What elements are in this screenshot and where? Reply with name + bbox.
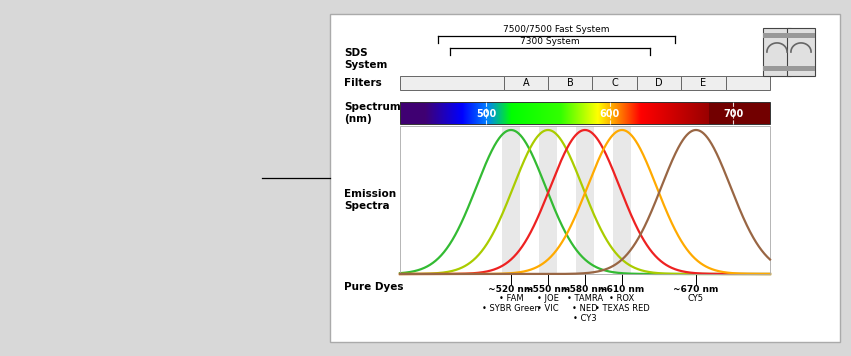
Bar	[763, 33, 791, 38]
Text: ~670 nm: ~670 nm	[673, 285, 719, 294]
Text: A: A	[523, 78, 529, 88]
Bar	[539, 126, 557, 274]
Text: • JOE: • JOE	[537, 294, 559, 303]
Text: 600: 600	[600, 109, 620, 119]
Bar	[681, 76, 726, 90]
Bar	[400, 126, 770, 274]
Bar	[400, 102, 770, 124]
Bar	[502, 126, 520, 274]
Text: SDS
System: SDS System	[344, 48, 387, 70]
Bar	[763, 28, 791, 76]
Text: 7300 System: 7300 System	[520, 37, 580, 46]
Text: Filters: Filters	[344, 78, 382, 88]
Bar	[637, 76, 681, 90]
Bar	[330, 14, 840, 342]
Text: • SYBR Green: • SYBR Green	[482, 304, 540, 313]
Text: ~550 nm: ~550 nm	[525, 285, 571, 294]
Text: C: C	[611, 78, 618, 88]
Bar	[504, 76, 548, 90]
Bar	[787, 33, 815, 38]
Text: E: E	[700, 78, 706, 88]
Text: D: D	[655, 78, 663, 88]
Bar	[576, 126, 594, 274]
Text: • VIC: • VIC	[537, 304, 559, 313]
Text: 500: 500	[477, 109, 496, 119]
Bar	[787, 28, 815, 76]
Bar	[613, 126, 631, 274]
Text: 700: 700	[722, 109, 743, 119]
Text: • NED: • NED	[572, 304, 597, 313]
Bar	[726, 76, 770, 90]
Text: ~520 nm: ~520 nm	[488, 285, 534, 294]
Bar	[548, 76, 592, 90]
Text: ~610 nm: ~610 nm	[599, 285, 644, 294]
Text: Emission
Spectra: Emission Spectra	[344, 189, 396, 211]
Text: 7500/7500 Fast System: 7500/7500 Fast System	[503, 25, 610, 34]
Text: CY5: CY5	[688, 294, 704, 303]
Bar	[763, 66, 791, 71]
Text: Pure Dyes: Pure Dyes	[344, 282, 403, 292]
Text: • TAMRA: • TAMRA	[567, 294, 603, 303]
Bar	[787, 66, 815, 71]
Text: B: B	[567, 78, 574, 88]
Text: Spectrum
(nm): Spectrum (nm)	[344, 102, 401, 124]
Bar	[400, 76, 504, 90]
Bar	[592, 76, 637, 90]
Text: • ROX: • ROX	[609, 294, 635, 303]
Text: • FAM: • FAM	[499, 294, 523, 303]
Text: • TEXAS RED: • TEXAS RED	[595, 304, 649, 313]
Text: ~580 nm: ~580 nm	[563, 285, 608, 294]
Text: • CY3: • CY3	[574, 314, 597, 323]
